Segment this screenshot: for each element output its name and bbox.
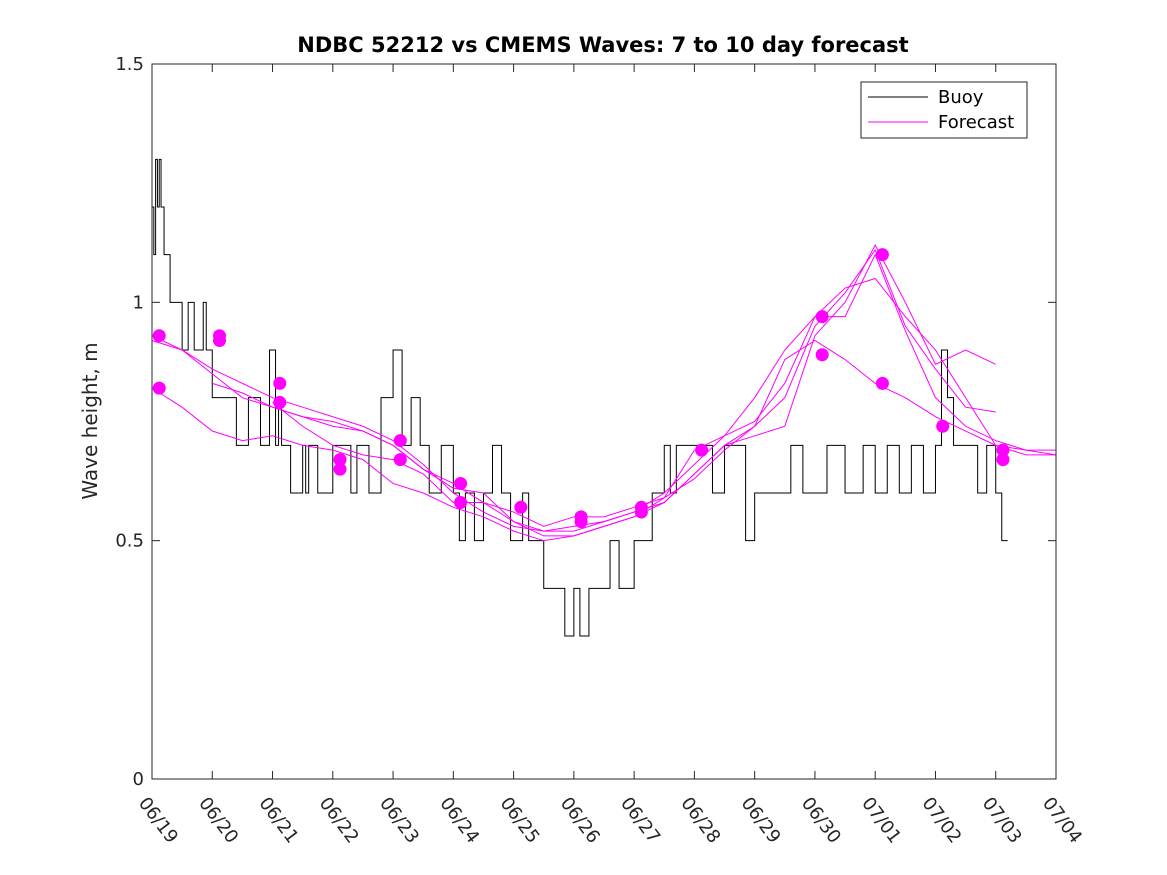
y-tick-label: 1 — [133, 292, 144, 313]
marker-layer — [152, 248, 1010, 529]
forecast-marker — [393, 453, 407, 467]
forecast-marker — [454, 476, 468, 490]
forecast-marker — [152, 329, 166, 343]
x-tick-label: 06/29 — [737, 793, 785, 847]
x-tick-label: 06/22 — [315, 793, 363, 847]
forecast-line — [151, 339, 1057, 542]
forecast-marker — [996, 443, 1010, 457]
forecast-marker — [875, 376, 889, 390]
x-tick-label: 06/20 — [194, 793, 242, 847]
x-tick-label: 07/04 — [1038, 793, 1086, 847]
buoy-line — [152, 158, 1008, 637]
x-tick-label: 07/01 — [857, 793, 905, 847]
x-tick-label: 06/30 — [797, 793, 845, 847]
forecast-marker — [514, 500, 528, 514]
y-axis-label: Wave height, m — [78, 342, 102, 499]
forecast-marker — [936, 419, 950, 433]
y-tick-label: 1.5 — [115, 54, 144, 75]
x-tick-label: 06/28 — [676, 793, 724, 847]
x-tick-label: 06/19 — [134, 793, 182, 847]
forecast-marker — [875, 248, 889, 262]
legend: Buoy Forecast — [860, 81, 1028, 139]
forecast-marker — [273, 395, 287, 409]
forecast-marker — [574, 515, 588, 529]
forecast-marker — [273, 376, 287, 390]
forecast-marker — [393, 434, 407, 448]
legend-box — [860, 81, 1028, 139]
forecast-marker — [152, 381, 166, 395]
series-layer — [151, 158, 1057, 637]
x-tick-label: 07/03 — [978, 793, 1026, 847]
forecast-marker — [454, 496, 468, 510]
x-tick-label: 06/27 — [616, 793, 664, 847]
forecast-marker — [695, 443, 709, 457]
x-tick-label: 06/21 — [255, 793, 303, 847]
forecast-marker — [815, 310, 829, 324]
x-tick-label: 07/02 — [917, 793, 965, 847]
plot-area — [152, 64, 1056, 779]
forecast-marker — [333, 462, 347, 476]
forecast-marker — [634, 505, 648, 519]
legend-forecast-label: Forecast — [938, 112, 1014, 133]
x-tick-label: 06/24 — [435, 793, 483, 847]
legend-buoy-label: Buoy — [938, 87, 984, 108]
x-tick-label: 06/23 — [375, 793, 423, 847]
plot-frame — [151, 63, 1057, 780]
x-tick-label: 06/25 — [496, 793, 544, 847]
forecast-marker — [212, 333, 226, 347]
y-tick-label: 0.5 — [115, 531, 144, 552]
y-tick-label: 0 — [133, 769, 144, 790]
forecast-marker — [996, 453, 1010, 467]
forecast-marker — [333, 453, 347, 467]
x-tick-label: 06/26 — [556, 793, 604, 847]
forecast-marker — [815, 348, 829, 362]
chart-title: NDBC 52212 vs CMEMS Waves: 7 to 10 day f… — [297, 33, 908, 57]
